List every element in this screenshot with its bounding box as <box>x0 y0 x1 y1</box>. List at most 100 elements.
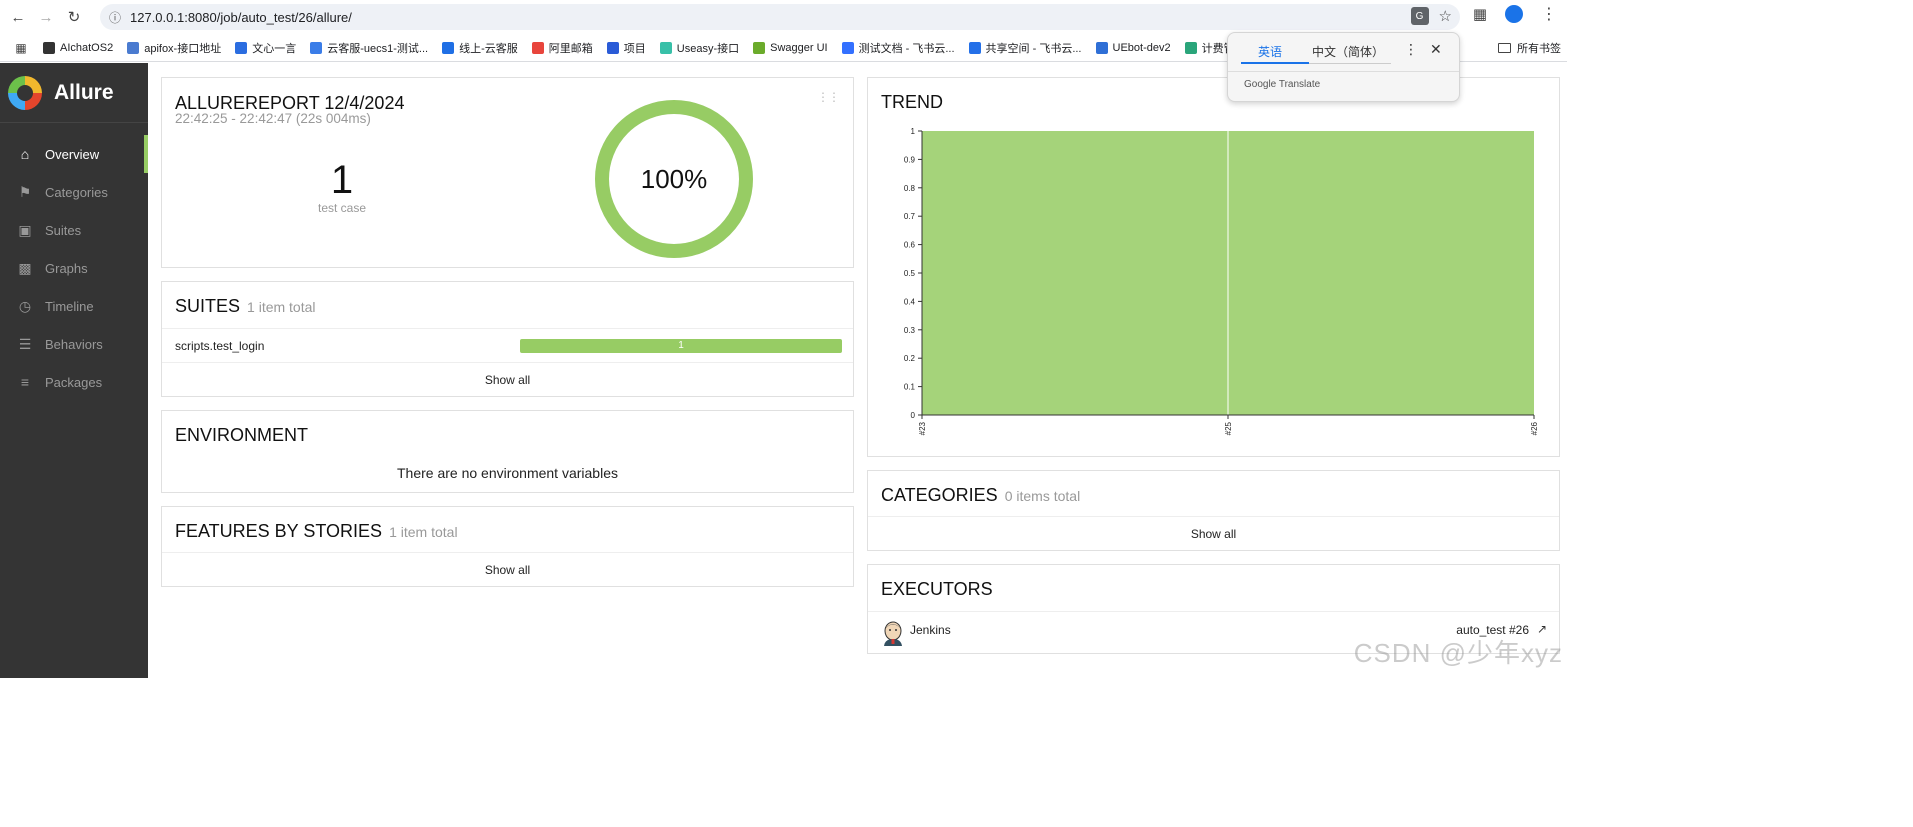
forward-arrow-icon[interactable]: → <box>38 8 54 26</box>
bookmark-favicon-icon <box>659 41 672 54</box>
y-tick-label: 0 <box>911 411 916 420</box>
bookmark-item[interactable]: 项目 <box>600 40 653 56</box>
bookmark-favicon-icon <box>43 41 55 54</box>
extensions-icon[interactable]: ▦ <box>1472 6 1487 23</box>
address-bar[interactable]: ⓘ 127.0.0.1:8080/job/auto_test/26/allure… <box>100 4 1460 30</box>
briefcase-icon: ▣ <box>18 221 32 238</box>
bookmark-item[interactable]: AIchatOS2 <box>36 40 120 56</box>
bookmark-item[interactable]: 共享空间 - 飞书云... <box>962 40 1089 56</box>
back-arrow-icon[interactable]: ← <box>10 8 26 26</box>
bookmark-item[interactable]: Useasy-接口 <box>653 40 746 56</box>
home-icon: ⌂ <box>20 146 30 162</box>
x-tick-label[interactable]: #23 <box>918 421 927 435</box>
bookmark-item[interactable]: UEbot-dev2 <box>1089 40 1178 56</box>
all-bookmarks-button[interactable]: 所有书签 <box>1490 40 1561 56</box>
close-icon[interactable]: ✕ <box>1430 41 1442 57</box>
bookmark-item[interactable]: Swagger UI <box>746 40 834 56</box>
main-content: ALLUREREPORT 12/4/2024 22:42:25 - 22:42:… <box>148 63 1567 678</box>
executor-build-link[interactable]: auto_test #26 <box>1456 623 1529 637</box>
bookmark-favicon-icon <box>442 41 455 54</box>
translate-source-tab[interactable]: 英语 <box>1258 45 1283 59</box>
sidebar-item-packages[interactable]: ≡ Packages <box>0 363 148 401</box>
features-title: FEATURES BY STORIES 1 item total <box>162 507 853 542</box>
features-title-text: FEATURES BY STORIES <box>175 521 383 541</box>
suites-count: 1 item total <box>247 299 316 315</box>
translate-popup: 英语 中文（简体） ⋮ ✕ Google Translate <box>1227 32 1460 102</box>
donut-passed-arc[interactable] <box>595 100 753 258</box>
sidebar-item-overview[interactable]: ⌂ Overview <box>0 135 148 173</box>
pass-rate-label: 100% <box>640 163 708 194</box>
bookmark-label: 项目 <box>623 42 646 55</box>
bookmark-item[interactable]: 阿里邮箱 <box>525 40 600 56</box>
allure-logo-icon <box>8 75 42 110</box>
suite-row[interactable]: scripts.test_login 1 <box>162 328 853 362</box>
url-text[interactable]: 127.0.0.1:8080/job/auto_test/26/allure/ <box>130 9 352 25</box>
categories-show-all[interactable]: Show all <box>868 516 1559 550</box>
y-tick-label: 0.7 <box>904 212 916 221</box>
bookmark-item[interactable]: 云客服-uecs1-测试... <box>303 40 435 56</box>
sidebar-item-behaviors[interactable]: ☰ Behaviors <box>0 325 148 363</box>
suite-passed-bar[interactable]: 1 <box>520 339 842 353</box>
environment-widget: ENVIRONMENT There are no environment var… <box>161 410 854 493</box>
more-options-icon[interactable]: ⋮ <box>1404 41 1418 57</box>
y-tick-label: 0.1 <box>904 383 916 392</box>
executors-widget: EXECUTORS Jenkins auto_test #26 ↗ <box>867 564 1560 654</box>
suite-name[interactable]: scripts.test_login <box>175 338 265 353</box>
test-case-count: 1 <box>330 158 354 202</box>
bookmark-favicon-icon <box>606 41 619 54</box>
environment-title: ENVIRONMENT <box>175 425 309 445</box>
drag-handle-icon[interactable]: ⋮⋮ <box>817 90 840 104</box>
profile-avatar-icon[interactable] <box>1505 5 1523 23</box>
bookmark-item[interactable]: 测试文档 - 飞书云... <box>835 40 962 56</box>
tab-baseline <box>1309 63 1391 64</box>
bookmark-item[interactable]: 线上-云客服 <box>435 40 525 56</box>
sidebar-item-label: Packages <box>45 374 103 390</box>
y-tick-label: 0.4 <box>904 297 916 306</box>
site-info-icon[interactable]: ⓘ <box>108 10 121 25</box>
flag-icon: ⚑ <box>18 183 32 200</box>
chrome-menu-icon[interactable]: ⋮ <box>1541 6 1557 23</box>
categories-title: CATEGORIES 0 items total <box>868 471 1559 506</box>
sidebar-item-timeline[interactable]: ◷ Timeline <box>0 287 148 325</box>
bookmark-label: 测试文档 - 飞书云... <box>858 42 955 55</box>
bookmark-label: 线上-云客服 <box>459 42 518 55</box>
features-show-all[interactable]: Show all <box>162 552 853 586</box>
bookmark-star-icon[interactable]: ☆ <box>1438 8 1452 25</box>
y-tick-label: 0.3 <box>904 326 916 335</box>
bookmark-label: AIchatOS2 <box>60 41 114 54</box>
translate-icon[interactable]: G <box>1410 7 1429 25</box>
executors-title: EXECUTORS <box>881 579 993 599</box>
trend-chart[interactable]: 0 0.1 0.2 0.3 0.4 0.5 0.6 0.7 0.8 0.9 1 #23 #25 #26 <box>868 118 1558 438</box>
bookmark-item[interactable]: 文心一言 <box>228 40 303 56</box>
sidebar: Allure ⌂ Overview ⚑ Categories ▣ Suites ▩ Graph… <box>0 63 148 678</box>
all-bookmarks-label: 所有书签 <box>1517 43 1561 55</box>
sidebar-item-graphs[interactable]: ▩ Graphs <box>0 249 148 287</box>
brand[interactable]: Allure <box>0 63 148 123</box>
bookmark-favicon-icon <box>753 41 766 54</box>
executor-row: Jenkins auto_test #26 ↗ <box>868 611 1559 653</box>
bookmark-item[interactable]: apifox-接口地址 <box>120 40 228 56</box>
sidebar-item-suites[interactable]: ▣ Suites <box>0 211 148 249</box>
suites-widget: SUITES 1 item total scripts.test_login 1… <box>161 281 854 397</box>
y-tick-label: 0.6 <box>904 241 916 250</box>
clock-icon: ◷ <box>18 297 32 314</box>
apps-grid-icon[interactable]: ▦ <box>15 40 27 55</box>
bookmark-favicon-icon <box>310 41 323 54</box>
sidebar-item-label: Overview <box>45 146 100 162</box>
sidebar-item-label: Timeline <box>45 298 94 314</box>
external-link-icon[interactable]: ↗ <box>1536 622 1547 636</box>
sidebar-item-label: Categories <box>45 184 108 200</box>
bookmark-label: Swagger UI <box>770 41 828 54</box>
translate-target-tab[interactable]: 中文（简体） <box>1312 45 1385 59</box>
suites-show-all[interactable]: Show all <box>162 362 853 396</box>
trend-title: TREND <box>881 92 943 112</box>
x-tick-label[interactable]: #26 <box>1530 421 1539 435</box>
jenkins-icon <box>884 621 902 646</box>
pass-rate-donut[interactable] <box>594 99 754 259</box>
bookmark-favicon-icon <box>1095 41 1108 54</box>
sidebar-item-categories[interactable]: ⚑ Categories <box>0 173 148 211</box>
active-tab-underline <box>1241 62 1309 64</box>
report-title: ALLUREREPORT 12/4/2024 <box>175 93 405 113</box>
reload-icon[interactable]: ↻ <box>67 9 81 26</box>
x-tick-label[interactable]: #25 <box>1224 421 1233 435</box>
